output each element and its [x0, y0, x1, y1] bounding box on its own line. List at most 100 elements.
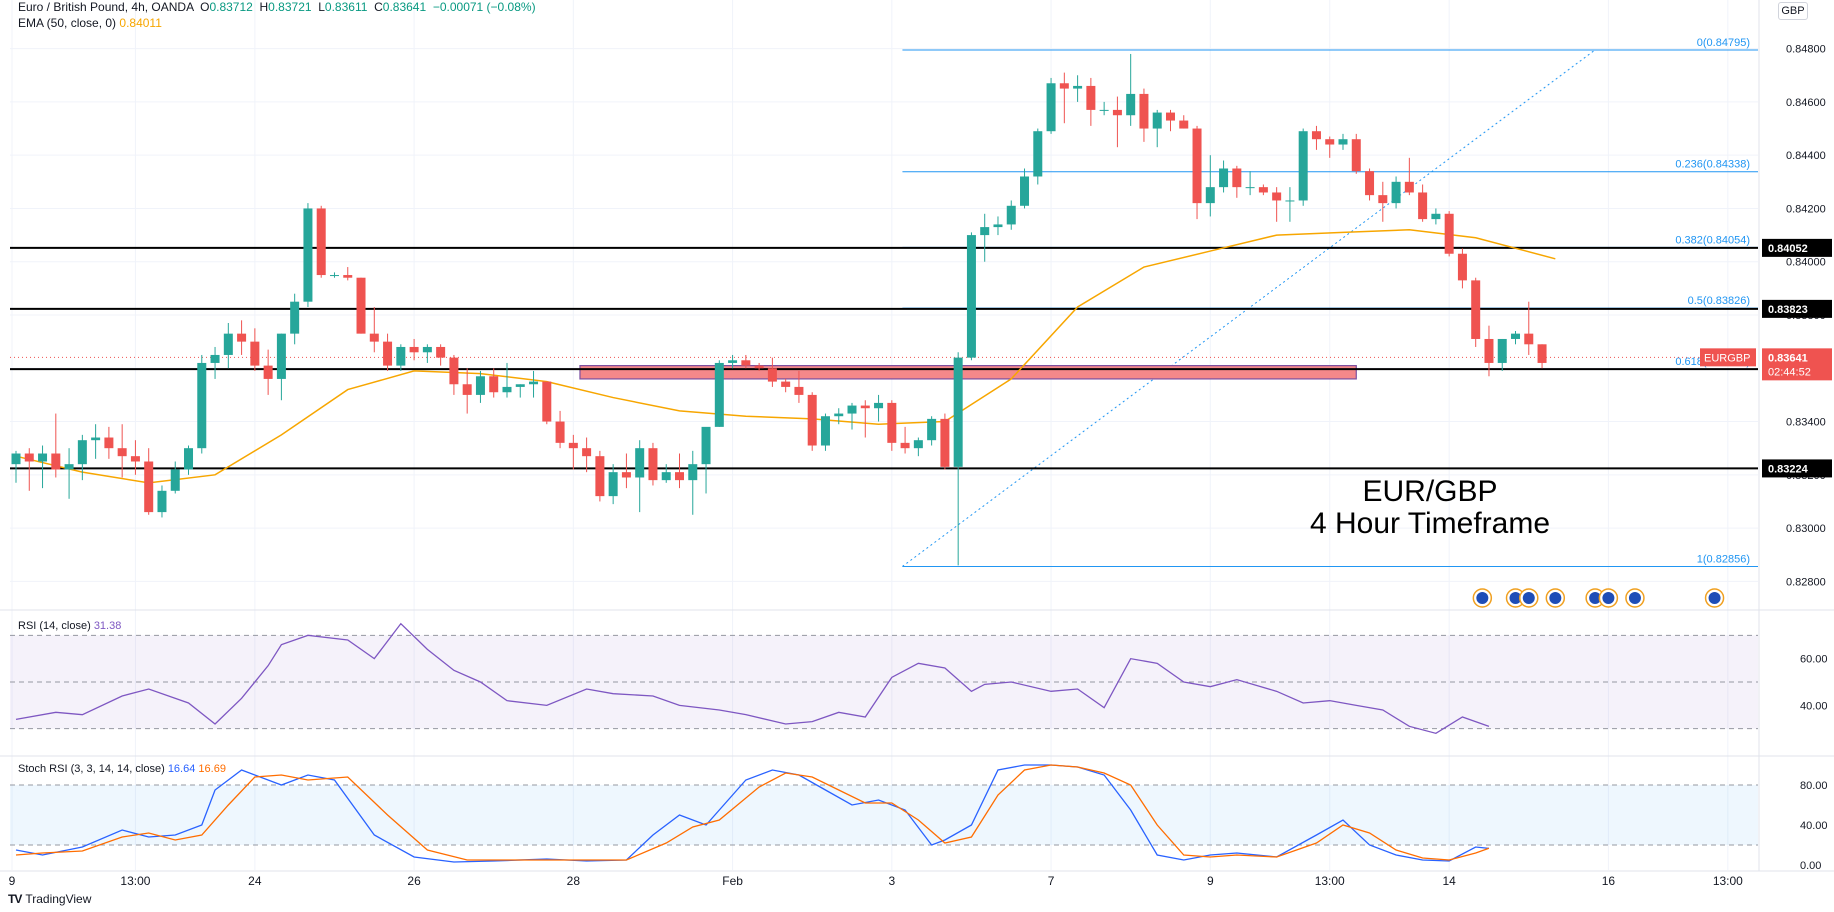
candle-body [1418, 192, 1428, 220]
stoch-band-fill [10, 785, 1758, 845]
candle-body [595, 456, 605, 497]
horizontal-level-label: 0.83823 [1768, 304, 1808, 316]
candle-body [1245, 187, 1255, 189]
candle-body [993, 224, 1003, 228]
candle-body [1272, 192, 1282, 201]
candle-body [64, 464, 74, 470]
stoch-label: Stoch RSI (3, 3, 14, 14, close) [18, 763, 165, 775]
candle-body [1471, 280, 1481, 339]
time-axis-label: 9 [9, 874, 16, 888]
candle-body [1391, 181, 1401, 204]
fib-level-label: 1(0.82856) [1697, 553, 1750, 565]
candle-body [51, 453, 61, 470]
stoch-d-value: 16.69 [198, 763, 226, 775]
candle-body [927, 418, 937, 441]
open-value: 0.83712 [209, 0, 253, 14]
candle-body [714, 362, 724, 427]
candle-body [874, 402, 884, 409]
candle-body [356, 277, 366, 334]
candle-body [860, 405, 870, 409]
candle-body [449, 357, 459, 385]
candle-body [966, 235, 976, 358]
time-axis-label: 26 [407, 874, 421, 888]
price-axis-label: 0.84000 [1786, 257, 1826, 269]
tradingview-mark-icon: TV [8, 892, 22, 906]
candle-body [369, 333, 379, 342]
price-axis-label: 0.84600 [1786, 97, 1826, 109]
fib-level-label: 0.236(0.84338) [1675, 159, 1750, 171]
candle-body [1165, 112, 1175, 121]
time-axis-label: 13:00 [120, 874, 150, 888]
countdown-label: 02:44:52 [1768, 366, 1811, 378]
candle-body [1219, 168, 1229, 188]
candle-body [11, 453, 21, 465]
ema-legend[interactable]: EMA (50, close, 0) 0.84011 [18, 16, 162, 30]
candle-body [953, 357, 963, 467]
stoch-k-value: 16.64 [167, 763, 196, 775]
horizontal-level-tag [1762, 238, 1832, 257]
candle-body [794, 386, 804, 395]
candle-body [1325, 139, 1335, 145]
candle-body [157, 490, 167, 513]
horizontal-level-label: 0.84052 [1768, 243, 1808, 255]
time-axis-label: 3 [888, 874, 895, 888]
candle-body [741, 360, 751, 366]
tradingview-wordmark: TradingView [25, 892, 92, 906]
ema-label: EMA (50, close, 0) [18, 16, 117, 30]
candle-body [117, 448, 127, 457]
candle-body [1152, 112, 1162, 129]
low-value: 0.83611 [324, 0, 368, 14]
candle-body [38, 453, 48, 462]
symbol-header: Euro / British Pound, 4h, OANDA O0.83712… [18, 0, 536, 14]
candle-body [1126, 93, 1136, 116]
candle-body [489, 376, 499, 393]
candle-body [675, 472, 684, 481]
candle-body [767, 368, 777, 382]
stoch-legend[interactable]: Stoch RSI (3, 3, 14, 14, close) 16.64 16… [18, 763, 226, 775]
tradingview-logo[interactable]: TV TradingView [8, 892, 91, 906]
candle-body [515, 384, 525, 387]
currency-badge[interactable]: GBP [1778, 2, 1808, 20]
candle-body [1311, 131, 1321, 140]
horizontal-level-tag [1762, 459, 1832, 478]
horizontal-level-tag [1762, 299, 1832, 318]
candle-body [807, 394, 817, 446]
rsi-legend[interactable]: RSI (14, close) 31.38 [18, 620, 121, 632]
candle-body [1497, 338, 1507, 363]
chart-title-line-2: 4 Hour Timeframe [1310, 507, 1550, 540]
price-axis-label: 0.84200 [1786, 203, 1826, 215]
time-axis-label: 13:00 [1713, 874, 1743, 888]
candle-body [130, 456, 140, 462]
candle-body [104, 437, 114, 449]
candle-body [409, 346, 419, 353]
candle-body [582, 448, 592, 457]
candle-body [436, 346, 446, 358]
candle-body [77, 440, 87, 465]
price-axis-label: 0.84400 [1786, 150, 1826, 162]
change-value: −0.00071 (−0.08%) [432, 0, 536, 14]
stoch-axis-label: 80.00 [1800, 780, 1828, 792]
event-flag-icon-inner [1628, 592, 1641, 604]
candle-body [24, 453, 34, 462]
candle-body [316, 208, 326, 276]
candle-body [329, 275, 339, 277]
candle-body [184, 448, 194, 470]
candle-body [1099, 109, 1109, 111]
event-flag-icon-inner [1509, 592, 1522, 604]
fib-level-label: 0.5(0.83826) [1688, 295, 1750, 307]
candle-body [475, 376, 485, 395]
candle-body [1285, 200, 1295, 202]
event-flag-icon-inner [1522, 592, 1535, 604]
candle-body [237, 333, 247, 342]
time-axis-label: 16 [1602, 874, 1616, 888]
candle-body [1351, 139, 1361, 172]
event-flag-icon-inner [1589, 592, 1602, 604]
candle-body [144, 461, 154, 513]
candle-body [555, 421, 565, 443]
candle-body [781, 381, 791, 387]
candle-body [1365, 171, 1375, 196]
candle-body [1006, 205, 1016, 225]
candle-body [223, 333, 233, 355]
time-axis-label: 9 [1207, 874, 1214, 888]
